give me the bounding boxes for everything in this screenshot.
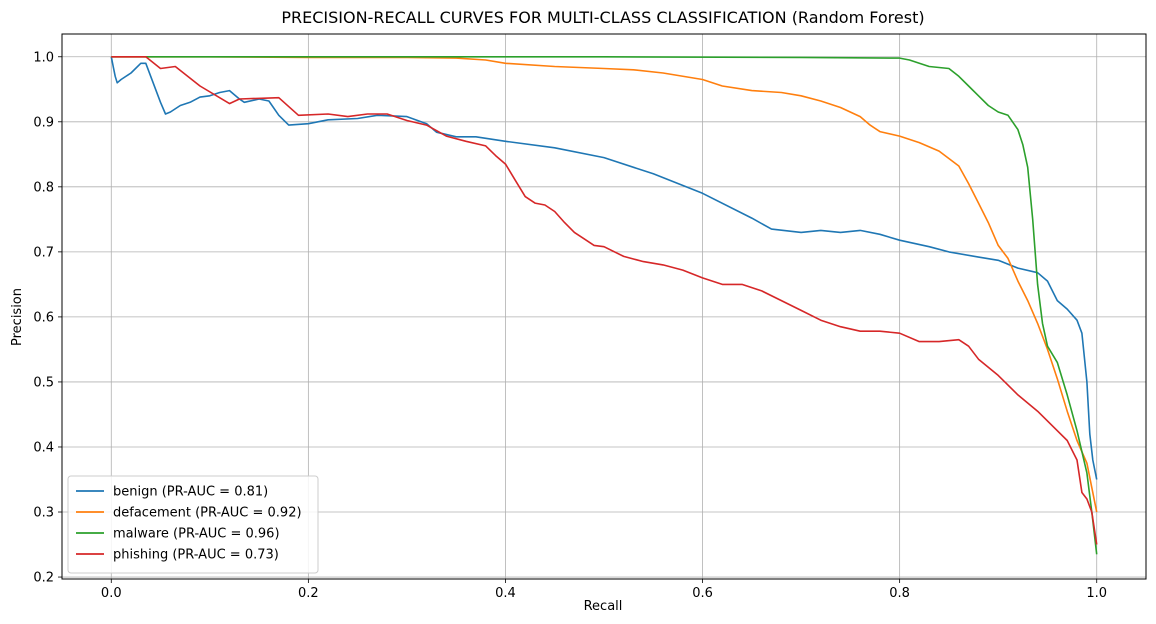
y-tick-label: 0.4: [33, 440, 54, 455]
legend-box: [67, 475, 319, 574]
legend-entry-label: benign (PR-AUC = 0.81): [113, 485, 268, 500]
x-axis-label: Recall: [584, 599, 623, 614]
series-line-defacement: [111, 56, 1098, 513]
series-line-benign: [110, 56, 1098, 480]
x-tick-label: 0.4: [495, 586, 516, 601]
x-tick-label: 0.6: [692, 586, 713, 601]
legend-entry-label: defacement (PR-AUC = 0.92): [113, 506, 302, 521]
legend: benign (PR-AUC = 0.81) defacement (PR-AUC…: [67, 475, 319, 574]
y-tick-label: 0.9: [33, 115, 54, 130]
chart-title: PRECISION-RECALL CURVES FOR MULTI-CLASS …: [281, 8, 924, 27]
y-tick-label: 0.5: [33, 375, 54, 390]
y-tick-label: 0.7: [33, 245, 54, 260]
legend-entry-label: phishing (PR-AUC = 0.73): [113, 548, 279, 563]
plot-area-frame: [61, 33, 1147, 580]
x-tick-label: 0.0: [101, 586, 122, 601]
y-tick-label: 1.0: [33, 50, 54, 65]
y-tick-label: 0.2: [33, 571, 54, 586]
x-tick-label: 0.8: [889, 586, 910, 601]
x-tick-label: 0.2: [298, 586, 319, 601]
legend-entry-label: malware (PR-AUC = 0.96): [113, 527, 280, 542]
x-tick-label: 1.0: [1086, 586, 1107, 601]
y-axis-label: Precision: [10, 288, 25, 346]
series-line-phishing: [111, 56, 1098, 545]
y-tick-label: 0.6: [33, 310, 54, 325]
y-tick-label: 0.3: [33, 506, 54, 521]
series-line-malware: [111, 56, 1098, 555]
y-tick-label: 0.8: [33, 180, 54, 195]
axis-ticks: 0.0 0.2 0.4 0.6 0.8 1.0 0.2 0.3 0.4 0.5 0.6 0.7 0.8 0…: [33, 50, 1107, 601]
series-lines: [110, 56, 1098, 555]
